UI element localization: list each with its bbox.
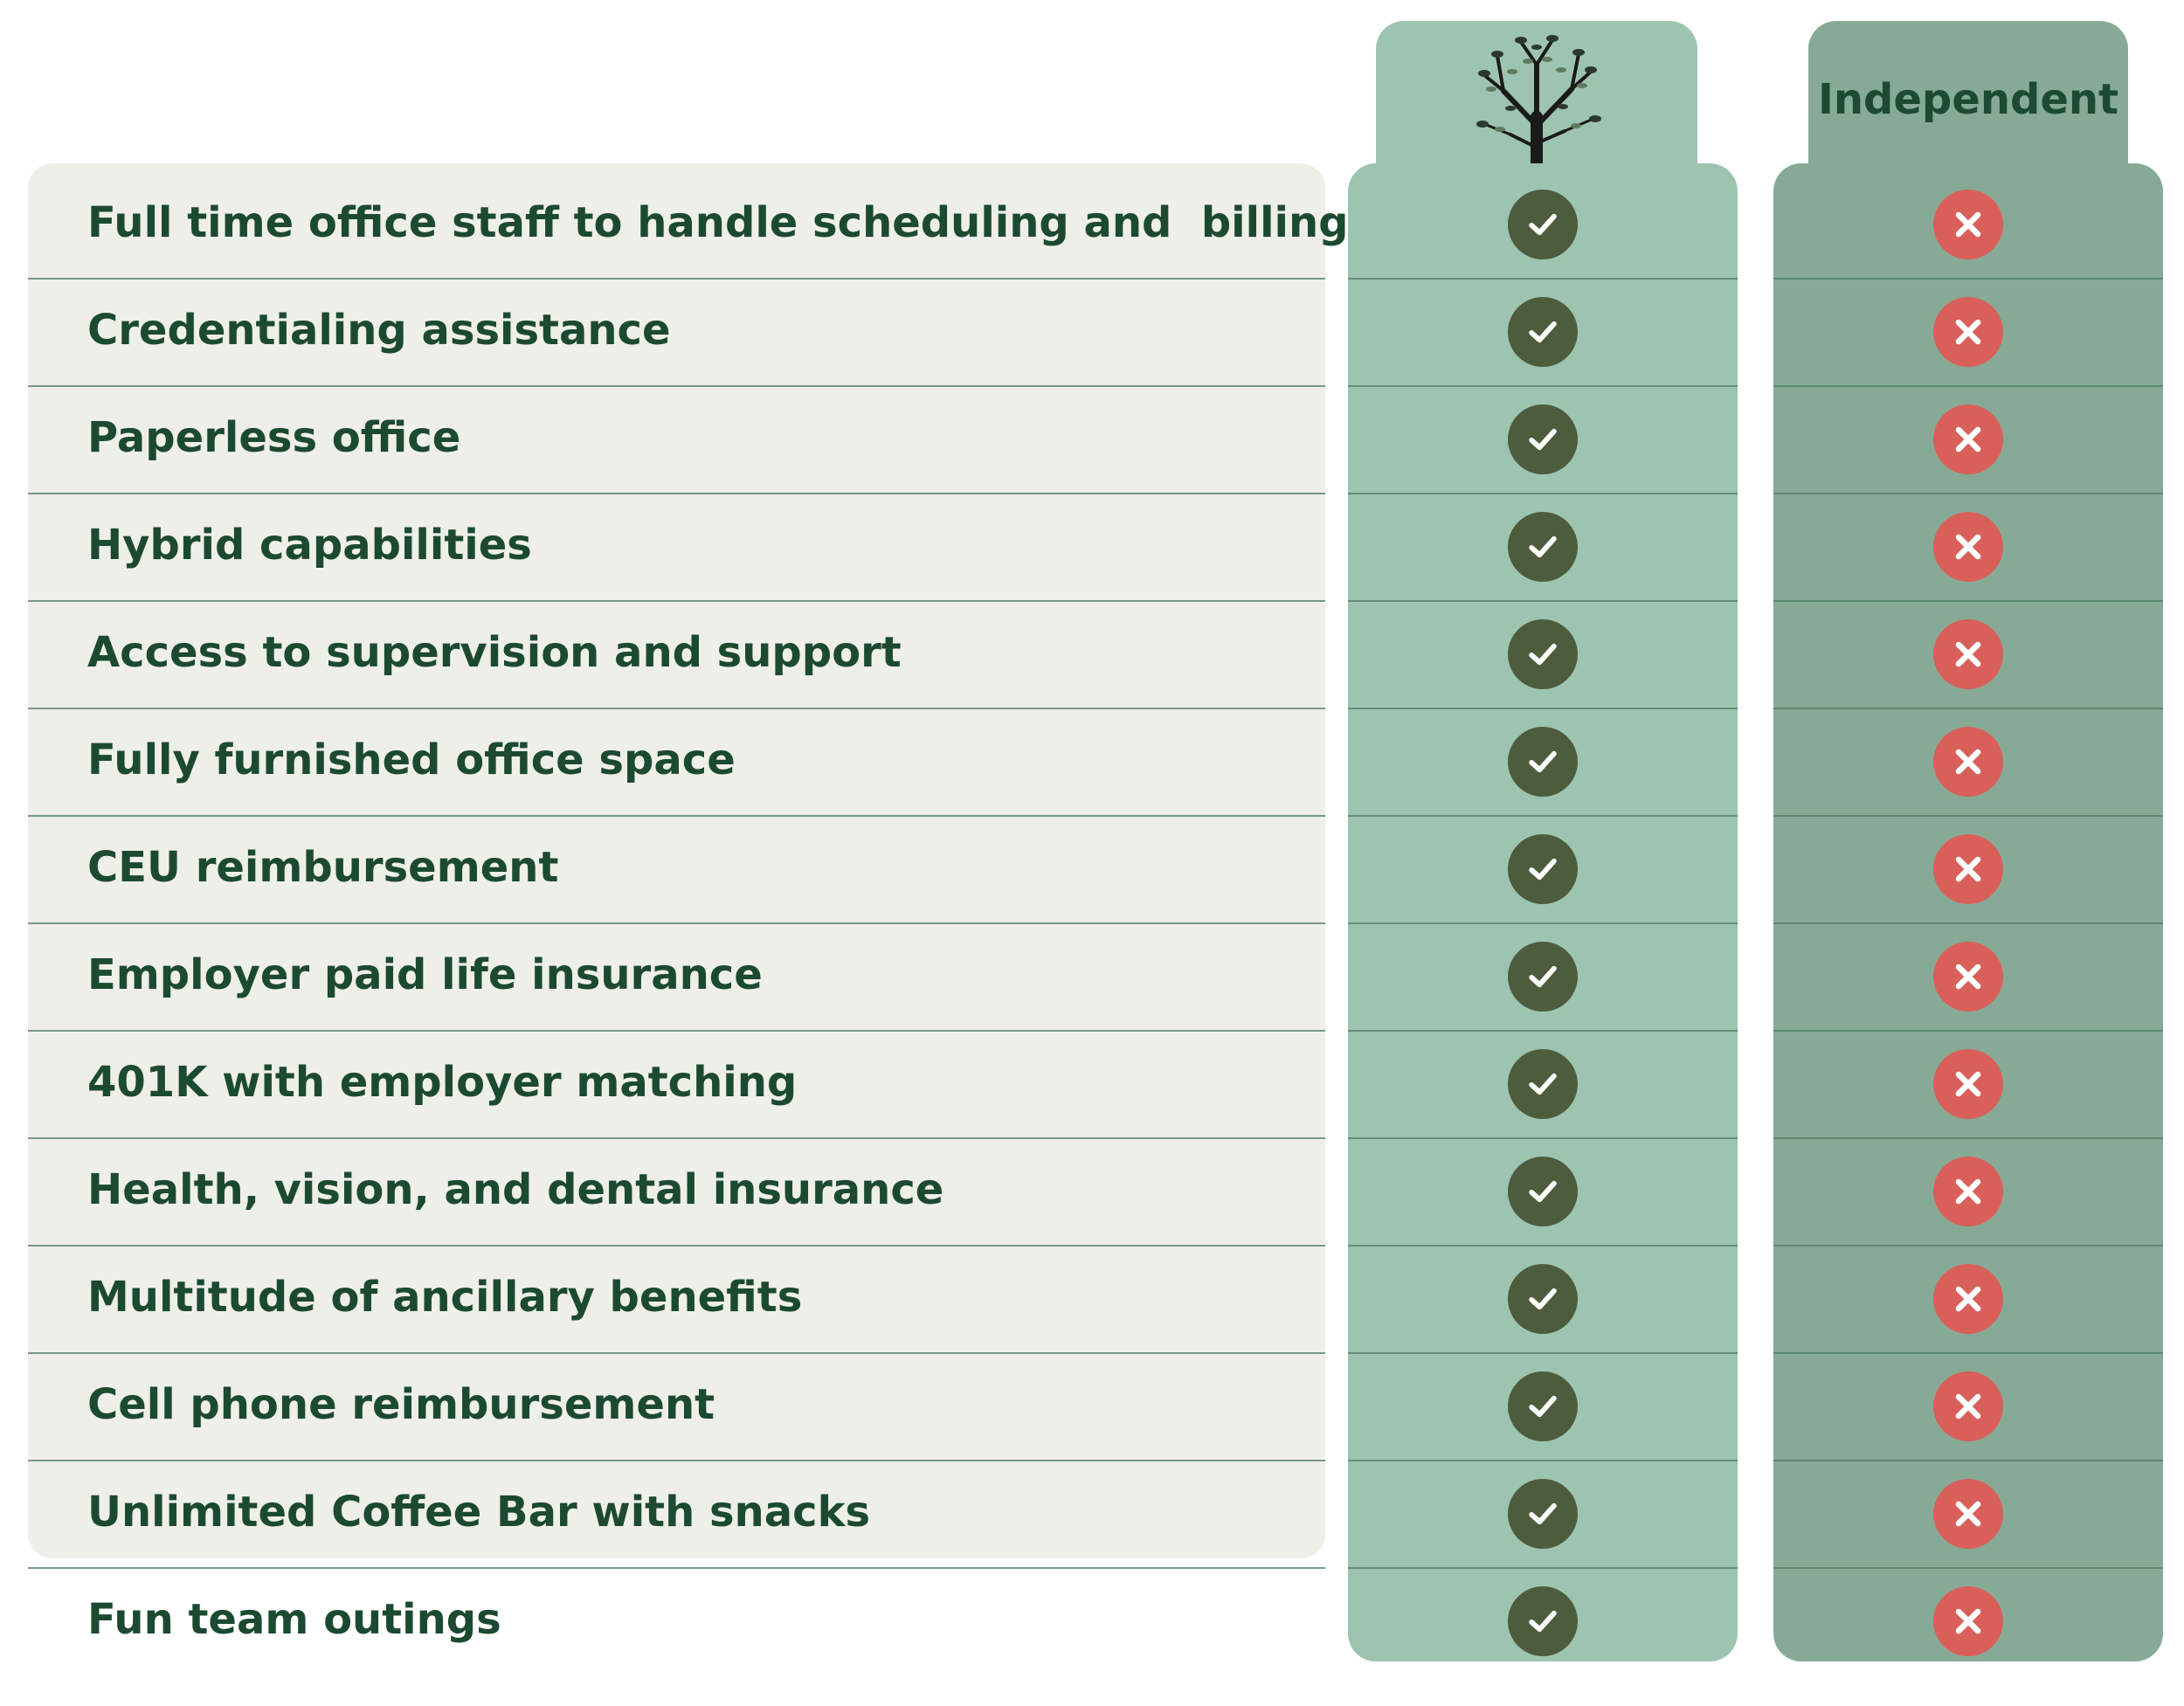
check-icon xyxy=(1508,1264,1578,1334)
row-divider xyxy=(1348,278,1738,280)
row-divider xyxy=(1348,1567,1738,1569)
check-icon xyxy=(1508,404,1578,474)
row-divider xyxy=(1348,922,1738,924)
row-label: Multitude of ancillary benefits xyxy=(87,1273,803,1322)
row-divider xyxy=(1773,600,2163,602)
row-divider xyxy=(1348,1245,1738,1247)
cross-icon xyxy=(1933,727,2003,797)
row-divider xyxy=(1773,1245,2163,1247)
check-icon xyxy=(1508,1157,1578,1226)
row-label: 401K with employer matching xyxy=(87,1058,798,1107)
check-icon xyxy=(1508,1371,1578,1441)
cross-icon xyxy=(1933,1479,2003,1549)
row-divider xyxy=(28,493,1325,494)
row-divider xyxy=(28,278,1325,280)
row-label: Access to supervision and support xyxy=(87,628,902,677)
row-divider xyxy=(1773,493,2163,494)
cross-icon xyxy=(1933,942,2003,1012)
row-divider xyxy=(28,1030,1325,1032)
cross-icon xyxy=(1933,1157,2003,1226)
row-divider xyxy=(1348,1030,1738,1032)
row-divider xyxy=(1348,1352,1738,1354)
row-divider xyxy=(1348,1460,1738,1461)
row-divider xyxy=(1773,1137,2163,1139)
row-divider xyxy=(1773,708,2163,709)
check-icon xyxy=(1508,297,1578,367)
cross-icon xyxy=(1933,1049,2003,1119)
check-icon xyxy=(1508,619,1578,689)
row-divider xyxy=(1773,1030,2163,1032)
row-divider xyxy=(1773,1460,2163,1461)
cross-icon xyxy=(1933,834,2003,904)
row-divider xyxy=(28,1567,1325,1569)
row-divider xyxy=(28,815,1325,817)
check-icon xyxy=(1508,727,1578,797)
row-divider xyxy=(1348,385,1738,387)
feature-panel xyxy=(28,163,1325,1558)
row-divider xyxy=(28,708,1325,709)
row-divider xyxy=(28,1352,1325,1354)
row-divider xyxy=(1773,1567,2163,1569)
row-divider xyxy=(1348,1137,1738,1139)
cross-icon xyxy=(1933,1264,2003,1334)
cross-icon xyxy=(1933,619,2003,689)
row-divider xyxy=(1773,815,2163,817)
row-label: Paperless office xyxy=(87,413,461,462)
row-label: Full time office staff to handle schedul… xyxy=(87,198,1349,247)
cross-icon xyxy=(1933,190,2003,259)
row-label: Hybrid capabilities xyxy=(87,521,532,570)
row-label: Credentialing assistance xyxy=(87,306,671,355)
check-icon xyxy=(1508,834,1578,904)
row-divider xyxy=(1773,922,2163,924)
row-label: CEU reimbursement xyxy=(87,843,559,892)
row-divider xyxy=(1348,493,1738,494)
cross-icon xyxy=(1933,1371,2003,1441)
cross-icon xyxy=(1933,1586,2003,1656)
row-divider xyxy=(1773,385,2163,387)
cross-icon xyxy=(1933,297,2003,367)
cross-icon xyxy=(1933,512,2003,582)
check-icon xyxy=(1508,1049,1578,1119)
row-label: Health, vision, and dental insurance xyxy=(87,1165,944,1214)
check-icon xyxy=(1508,190,1578,259)
row-divider xyxy=(28,1245,1325,1247)
row-divider xyxy=(1348,600,1738,602)
row-divider xyxy=(28,1137,1325,1139)
independent-label: Independent xyxy=(1817,75,2119,124)
row-divider xyxy=(28,1460,1325,1461)
row-divider xyxy=(1348,815,1738,817)
cross-icon xyxy=(1933,404,2003,474)
check-icon xyxy=(1508,512,1578,582)
row-label: Fun team outings xyxy=(87,1595,501,1644)
check-icon xyxy=(1508,942,1578,1012)
check-icon xyxy=(1508,1479,1578,1549)
row-divider xyxy=(28,922,1325,924)
row-label: Fully furnished office space xyxy=(87,736,736,784)
row-label: Cell phone reimbursement xyxy=(87,1380,715,1429)
row-divider xyxy=(1348,708,1738,709)
row-divider xyxy=(28,600,1325,602)
row-divider xyxy=(1773,1352,2163,1354)
row-divider xyxy=(1773,278,2163,280)
check-icon xyxy=(1508,1586,1578,1656)
row-label: Unlimited Coffee Bar with snacks xyxy=(87,1488,871,1537)
row-divider xyxy=(28,385,1325,387)
row-label: Employer paid life insurance xyxy=(87,950,763,999)
